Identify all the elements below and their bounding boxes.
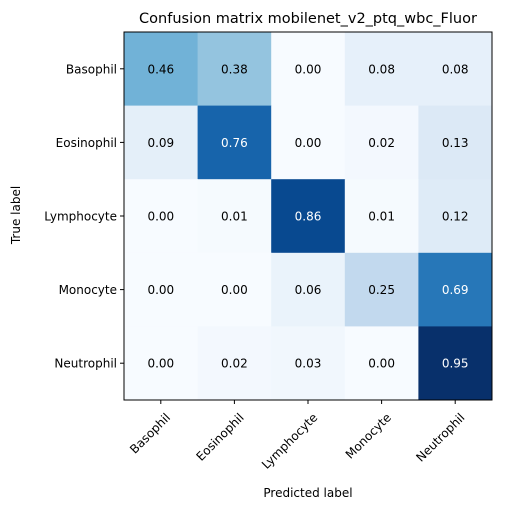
x-tick-label: Monocyte [343, 410, 394, 461]
cell-value-label: 0.00 [295, 136, 322, 150]
cell-value-label: 0.95 [442, 357, 469, 371]
y-tick-label: Lymphocyte [44, 210, 117, 224]
y-tick-label: Basophil [66, 62, 117, 76]
cell-value-label: 0.38 [221, 62, 248, 76]
cell-value-labels: 0.46 0.38 0.00 0.08 0.08 0.09 0.76 0.00 0.02 0.13… [147, 62, 468, 370]
cell-value-label: 0.08 [368, 62, 395, 76]
heatmap-cell [124, 326, 199, 401]
heatmap-cell [344, 105, 419, 180]
cell-value-label: 0.00 [221, 283, 248, 297]
heatmap-cell [418, 326, 493, 401]
x-axis-label: Predicted label [263, 486, 352, 500]
x-tick-label: Lymphocyte [259, 410, 320, 471]
heatmap-cell [124, 32, 199, 107]
cell-value-label: 0.01 [368, 210, 395, 224]
cell-value-label: 0.76 [221, 136, 248, 150]
cell-value-label: 0.03 [295, 357, 322, 371]
cell-value-label: 0.46 [147, 62, 174, 76]
heatmap-cell [124, 105, 199, 180]
heatmap-cell [197, 32, 272, 107]
heatmap-cell [197, 252, 272, 327]
heatmap-cells [124, 32, 493, 401]
y-tick-label: Monocyte [59, 283, 117, 297]
x-tick-label: Eosinophil [193, 410, 246, 463]
x-tick-label: Basophil [127, 410, 173, 456]
cell-value-label: 0.86 [295, 210, 322, 224]
heatmap-cell [271, 105, 346, 180]
cell-value-label: 0.00 [147, 357, 174, 371]
heatmap-cell [344, 326, 419, 401]
heatmap-cell [344, 32, 419, 107]
heatmap-cell [418, 32, 493, 107]
heatmap-cell [124, 252, 199, 327]
cell-value-label: 0.00 [147, 210, 174, 224]
heatmap-cell [271, 252, 346, 327]
y-axis-label: True label [9, 186, 23, 245]
cell-value-label: 0.69 [442, 283, 469, 297]
cell-value-label: 0.12 [442, 210, 469, 224]
heatmap-cell [418, 179, 493, 254]
chart-title: Confusion matrix mobilenet_v2_ptq_wbc_Fl… [139, 11, 477, 27]
heatmap-cell [344, 252, 419, 327]
heatmap-cell [271, 32, 346, 107]
heatmap-cell [418, 252, 493, 327]
x-tick-label: Neutrophil [413, 410, 467, 464]
cell-value-label: 0.00 [295, 62, 322, 76]
heatmap-cell [197, 105, 272, 180]
y-tick-label: Neutrophil [54, 357, 117, 371]
cell-value-label: 0.00 [147, 283, 174, 297]
y-tick-label: Eosinophil [56, 136, 117, 150]
heatmap-cell [271, 179, 346, 254]
cell-value-label: 0.00 [368, 357, 395, 371]
heatmap-cell [124, 179, 199, 254]
heatmap-cell [197, 326, 272, 401]
cell-value-label: 0.01 [221, 210, 248, 224]
cell-value-label: 0.02 [221, 357, 248, 371]
cell-value-label: 0.13 [442, 136, 469, 150]
cell-value-label: 0.08 [442, 62, 469, 76]
heatmap-cell [418, 105, 493, 180]
cell-value-label: 0.25 [368, 283, 395, 297]
cell-value-label: 0.09 [147, 136, 174, 150]
x-axis-ticks: Basophil Eosinophil Lymphocyte Monocyte Neut… [127, 400, 468, 472]
heatmap-cell [271, 326, 346, 401]
y-axis-ticks: Basophil Eosinophil Lymphocyte Monocyte Neut… [44, 62, 124, 371]
heatmap-cell [344, 179, 419, 254]
heatmap-cell [197, 179, 272, 254]
cell-value-label: 0.06 [295, 283, 322, 297]
cell-value-label: 0.02 [368, 136, 395, 150]
